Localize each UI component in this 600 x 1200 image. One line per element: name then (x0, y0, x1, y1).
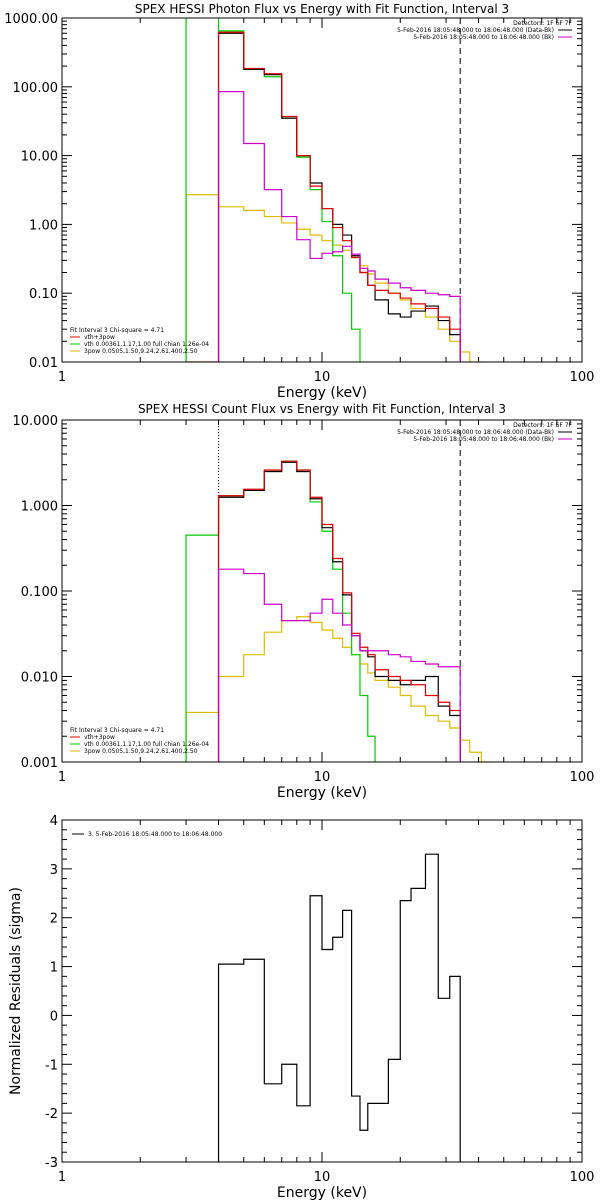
series-line-3-5-feb-2016-18-05-48-000-to-18-06-48-000 (217, 853, 461, 1162)
x-tick-label: 10 (314, 770, 331, 785)
series-line-bk (217, 568, 461, 762)
series-line-3pow (185, 616, 493, 762)
x-tick-label: 100 (570, 1170, 595, 1185)
y-tick-label: -3 (45, 1156, 58, 1171)
plot-frame (61, 819, 583, 1163)
series-line-data-bk (217, 461, 461, 762)
series-group (185, 18, 482, 362)
legend-fit-entry: Fit Interval 3 Chi-square = 4.71 (70, 327, 164, 334)
legend-top-entry: 5-Feb-2016 18:05:48.000 to 18:06:48.000 … (397, 27, 554, 34)
y-tick-label: 1000.00 (4, 12, 58, 27)
y-tick-label: 10.000 (13, 414, 59, 429)
x-tick-label: 1 (58, 1170, 66, 1185)
x-axis-label: Energy (keV) (277, 385, 367, 401)
legend-fit-entry: vth 0.00361,1.17,1.00 full chian 1.26e-0… (84, 341, 209, 348)
x-tick-label: 1 (58, 370, 66, 385)
series-group (185, 460, 493, 762)
y-tick-label: 0.010 (21, 671, 58, 686)
series-line-bk (217, 91, 461, 362)
plot-2: SPEX HESSI Count Flux vs Energy with Fit… (13, 402, 595, 801)
legend-fit-entry: 3pow 0.0505,1.50,9.24,2.61,400,2.50 (84, 748, 198, 755)
y-tick-label: 10.00 (21, 150, 58, 165)
y-axis-label: Normalized Residuals (sigma) (8, 887, 24, 1095)
plot-3: 1 10 100 Energy (keV) -3 -2 -1 0 1 2 3 4 Normalized … (8, 814, 594, 1200)
chart-title: SPEX HESSI Photon Flux vs Energy with Fi… (135, 2, 509, 16)
legend-top-entry: 5-Feb-2016 18:05:48.000 to 18:06:48.000 … (413, 436, 554, 443)
chart-title: SPEX HESSI Count Flux vs Energy with Fit… (138, 402, 506, 416)
x-tick-label: 100 (570, 370, 595, 385)
series-line-data-bk (217, 32, 461, 362)
plot-frame (61, 419, 583, 763)
plot-frame (61, 17, 583, 363)
series-line-vth (185, 18, 361, 362)
y-tick-label: 4 (50, 814, 58, 829)
y-tick-label: 1.000 (21, 500, 58, 515)
x-tick-label: 1 (58, 770, 66, 785)
series-line-vth-3pow (185, 31, 461, 362)
y-tick-label: 2 (50, 912, 58, 927)
x-tick-label: 10 (314, 370, 331, 385)
legend-fit-entry: vth+3pow (84, 734, 115, 741)
legend-entry: 3. 5-Feb-2016 18:05:48.000 to 18:06:48.0… (88, 831, 222, 838)
legend-fit-entry: Fit Interval 3 Chi-square = 4.71 (70, 727, 164, 734)
y-tick-label: 1 (50, 961, 58, 976)
y-tick-label: 0.10 (29, 287, 58, 302)
plot-1: SPEX HESSI Photon Flux vs Energy with Fi… (4, 2, 595, 401)
y-tick-label: 0 (50, 1009, 58, 1024)
series-line-3pow (185, 194, 482, 362)
legend-fit-entry: 3pow 0.0505,1.50,9.24,2.61,400,2.50 (84, 348, 198, 355)
legend-fit-entry: vth+3pow (84, 334, 115, 341)
series-group (217, 853, 461, 1162)
legend-top-entry: Detectors: 1F 6F 7F (513, 20, 572, 27)
legend-top-entry: Detectors: 1F 6F 7F (513, 422, 572, 429)
legend-top-entry: 5-Feb-2016 18:05:48.000 to 18:06:48.000 … (413, 34, 554, 41)
x-tick-label: 100 (570, 770, 595, 785)
x-axis-label: Energy (keV) (277, 785, 367, 801)
legend-fit-entry: vth 0.00361,1.17,1.00 full chian 1.26e-0… (84, 741, 209, 748)
y-tick-label: 1.00 (29, 218, 58, 233)
y-tick-label: 0.100 (21, 585, 58, 600)
x-axis-label: Energy (keV) (277, 1185, 367, 1200)
y-tick-label: 0.01 (29, 356, 58, 371)
y-tick-label: 0.001 (21, 756, 58, 771)
y-tick-label: 3 (50, 863, 58, 878)
y-tick-label: -1 (45, 1058, 58, 1073)
series-line-vth (185, 460, 376, 762)
x-tick-label: 10 (314, 1170, 331, 1185)
y-tick-label: -2 (45, 1107, 58, 1122)
legend-top-entry: 5-Feb-2016 18:05:48.000 to 18:06:48.000 … (397, 429, 554, 436)
y-tick-label: 100.00 (13, 81, 59, 96)
series-line-vth-3pow (217, 460, 461, 762)
